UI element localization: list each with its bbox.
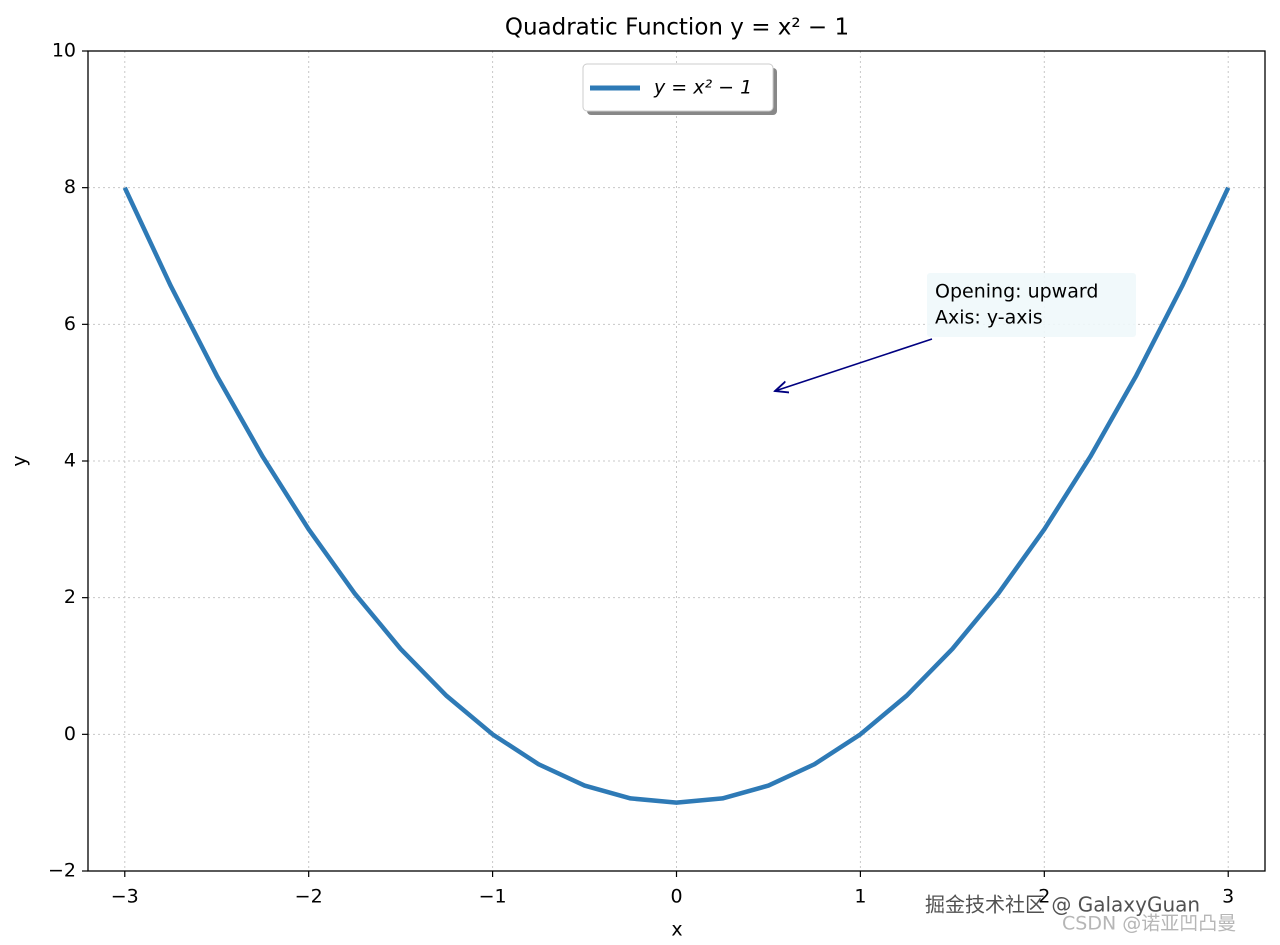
y-tick-label: 10 [52,40,76,62]
y-tick-label: 2 [64,586,76,608]
x-tick-label: 2 [1038,886,1050,908]
x-axis-label: x [671,919,682,941]
y-tick-label: 8 [64,176,76,198]
legend-label: y = x² − 1 [653,77,752,99]
annotation-arrow [775,338,933,391]
watermark: 掘金技术社区 @ GalaxyGuan [925,893,1200,917]
series-line [122,186,1231,805]
axes-frame [87,50,1266,872]
x-tick-label: −1 [479,886,507,908]
annotation-box [927,273,1136,337]
y-tick-label: −2 [48,860,76,882]
chart-title: Quadratic Function y = x² − 1 [505,15,849,41]
x-tick-label: 1 [854,886,866,908]
x-tick-label: 0 [670,886,682,908]
y-tick-label: 0 [64,723,76,745]
x-tick-label: −2 [295,886,323,908]
x-tick-label: 3 [1222,886,1234,908]
y-axis-label: y [9,455,31,466]
x-tick-label: −3 [111,886,139,908]
y-tick-label: 6 [64,313,76,335]
legend: y = x² − 1 [582,63,777,115]
watermark: CSDN @诺亚凹凸曼 [1062,913,1236,935]
legend-frame [582,63,774,112]
y-tick-label: 4 [64,450,76,472]
plot-area: −3 −2 −1 0 1 2 3 −2 0 2 4 6 8 10 [48,40,1265,908]
annotation: Opening: upward Axis: y-axis [775,273,1136,391]
annotation-line: Axis: y-axis [935,307,1043,329]
annotation-line: Opening: upward [935,281,1098,303]
